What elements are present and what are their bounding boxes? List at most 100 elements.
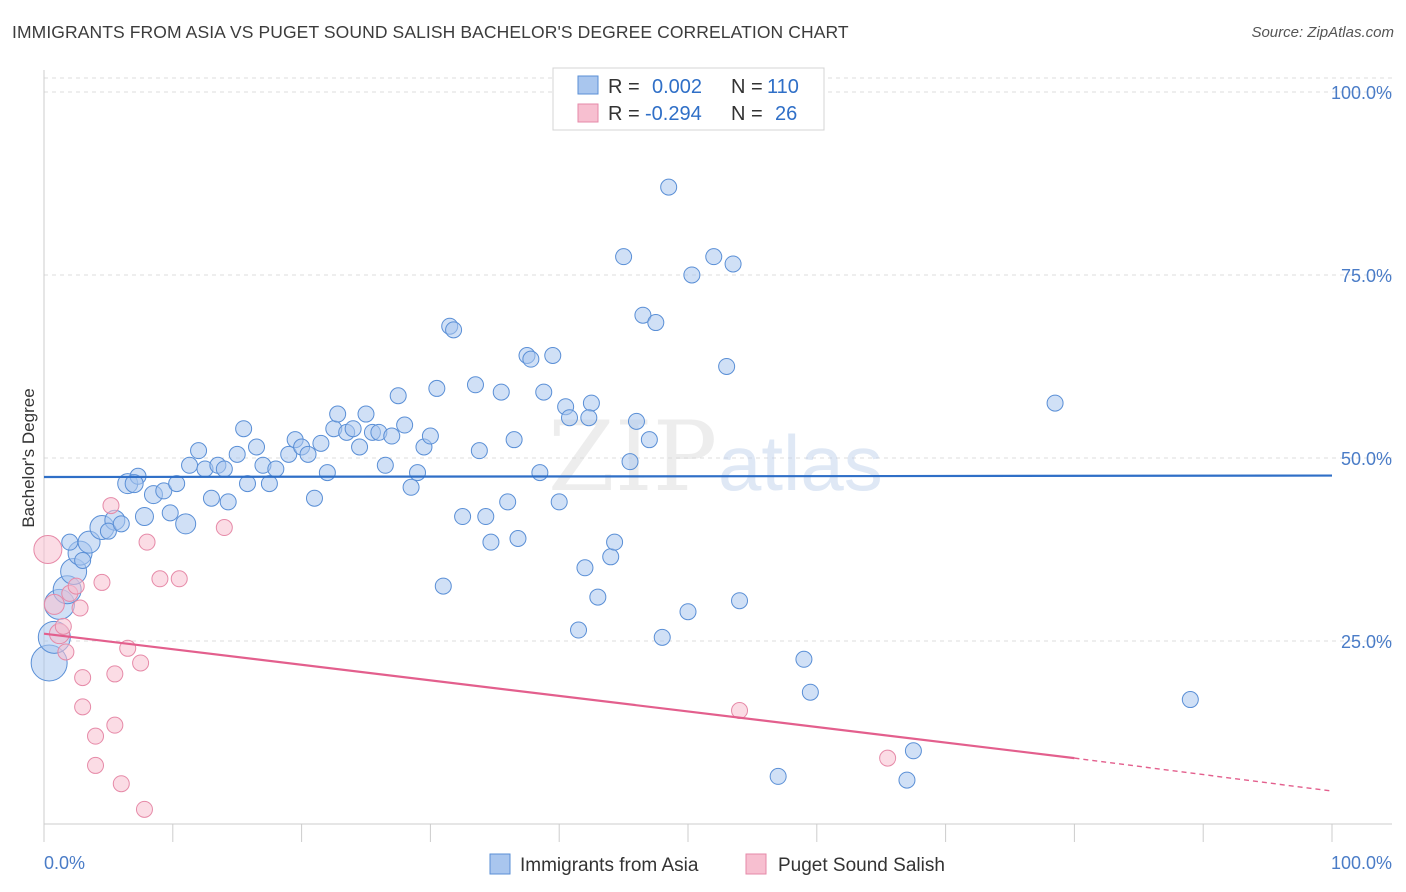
point-blue-31 xyxy=(267,460,285,478)
point-pink-7 xyxy=(74,669,92,687)
point-blue-71 xyxy=(535,383,553,401)
tick-labels: 25.0% 50.0% 75.0% 100.0% 0.0% 100.0% xyxy=(44,83,1392,873)
point-blue-65 xyxy=(499,493,517,511)
point-pink-4 xyxy=(57,643,75,661)
trend-line-pink xyxy=(43,632,1075,760)
point-blue-77 xyxy=(576,559,594,577)
point-blue-88 xyxy=(647,314,665,332)
point-blue-107 xyxy=(112,515,130,533)
point-pink-21 xyxy=(170,570,188,588)
point-blue-104 xyxy=(61,533,79,551)
point-blue-17 xyxy=(175,513,197,535)
point-blue-55 xyxy=(428,379,446,397)
point-blue-72 xyxy=(544,346,562,364)
trend-line-pink-extension xyxy=(1074,757,1333,792)
point-blue-40 xyxy=(329,405,347,423)
point-blue-98 xyxy=(795,650,813,668)
point-pink-11 xyxy=(93,573,111,591)
point-blue-15 xyxy=(168,475,186,493)
point-blue-102 xyxy=(1046,394,1064,412)
point-blue-106 xyxy=(99,522,117,540)
point-blue-67 xyxy=(509,530,527,548)
point-blue-91 xyxy=(679,603,697,621)
legend-r-value-blue: 0.002 xyxy=(652,76,702,98)
point-blue-83 xyxy=(615,248,633,266)
point-pink-8 xyxy=(74,698,92,716)
point-blue-12 xyxy=(134,507,154,527)
point-blue-48 xyxy=(383,427,401,445)
y-tick-label-1: 50.0% xyxy=(1341,449,1392,469)
point-blue-87 xyxy=(640,431,658,449)
point-blue-82 xyxy=(606,533,624,551)
point-blue-19 xyxy=(190,442,208,460)
point-blue-90 xyxy=(660,178,678,196)
point-pink-24 xyxy=(879,749,897,767)
point-blue-27 xyxy=(239,475,257,493)
point-blue-105 xyxy=(74,551,92,569)
point-blue-80 xyxy=(589,588,607,606)
point-pink-13 xyxy=(106,665,124,683)
legend-r-label-blue: R = xyxy=(608,76,640,98)
point-blue-59 xyxy=(454,508,472,526)
point-pink-17 xyxy=(132,654,150,672)
y-axis-label: Bachelor's Degree xyxy=(19,388,38,527)
legend-swatch-pink xyxy=(577,103,599,123)
point-blue-26 xyxy=(235,420,253,438)
trend-lines xyxy=(43,474,1333,792)
bottom-legend-swatch-salish xyxy=(745,853,767,875)
point-blue-93 xyxy=(705,248,723,266)
point-pink-6 xyxy=(67,577,85,595)
point-blue-85 xyxy=(627,412,645,430)
point-pink-14 xyxy=(106,716,124,734)
point-blue-69 xyxy=(522,350,540,368)
point-blue-28 xyxy=(248,438,266,456)
bottom-legend-label-salish: Puget Sound Salish xyxy=(778,855,945,876)
x-tick-label-1: 100.0% xyxy=(1331,853,1392,873)
point-blue-63 xyxy=(482,533,500,551)
point-blue-43 xyxy=(351,438,369,456)
point-blue-94 xyxy=(718,357,736,375)
point-blue-79 xyxy=(580,409,598,427)
point-blue-81 xyxy=(602,548,620,566)
point-pink-20 xyxy=(151,570,169,588)
point-pink-18 xyxy=(135,800,153,818)
point-pink-12 xyxy=(102,497,120,515)
point-pink-19 xyxy=(138,533,156,551)
legend-r-value-pink: -0.294 xyxy=(645,103,702,125)
point-blue-35 xyxy=(299,445,317,463)
point-blue-66 xyxy=(505,431,523,449)
bottom-legend-label-asia: Immigrants from Asia xyxy=(520,855,699,876)
legend-r-label-pink: R = xyxy=(608,103,640,125)
point-blue-14 xyxy=(155,482,173,500)
point-blue-100 xyxy=(898,771,916,789)
point-blue-32 xyxy=(280,445,298,463)
watermark-atlas: atlas xyxy=(718,419,883,507)
legend-swatch-blue xyxy=(577,75,599,95)
x-tick-label-0: 0.0% xyxy=(44,853,85,873)
point-pink-22 xyxy=(215,519,233,537)
point-pink-9 xyxy=(87,727,105,745)
point-blue-96 xyxy=(731,592,749,610)
point-blue-30 xyxy=(260,475,278,493)
point-blue-56 xyxy=(434,577,452,595)
bottom-legend-swatch-asia xyxy=(489,853,511,875)
point-blue-78 xyxy=(582,394,600,412)
point-blue-25 xyxy=(228,445,246,463)
point-blue-103 xyxy=(1181,691,1199,709)
point-blue-44 xyxy=(357,405,375,423)
point-blue-70 xyxy=(531,464,549,482)
point-blue-86 xyxy=(634,306,652,324)
point-blue-38 xyxy=(318,464,336,482)
point-blue-37 xyxy=(312,434,330,452)
grid-lines xyxy=(44,77,1392,642)
point-blue-11 xyxy=(124,474,144,494)
point-blue-84 xyxy=(621,453,639,471)
point-pink-0 xyxy=(33,534,63,564)
point-blue-99 xyxy=(801,683,819,701)
point-blue-21 xyxy=(202,489,220,507)
point-blue-75 xyxy=(561,409,579,427)
watermark: ZIP atlas xyxy=(548,401,883,513)
point-blue-52 xyxy=(409,464,427,482)
legend-n-label-pink: N = xyxy=(731,103,763,125)
